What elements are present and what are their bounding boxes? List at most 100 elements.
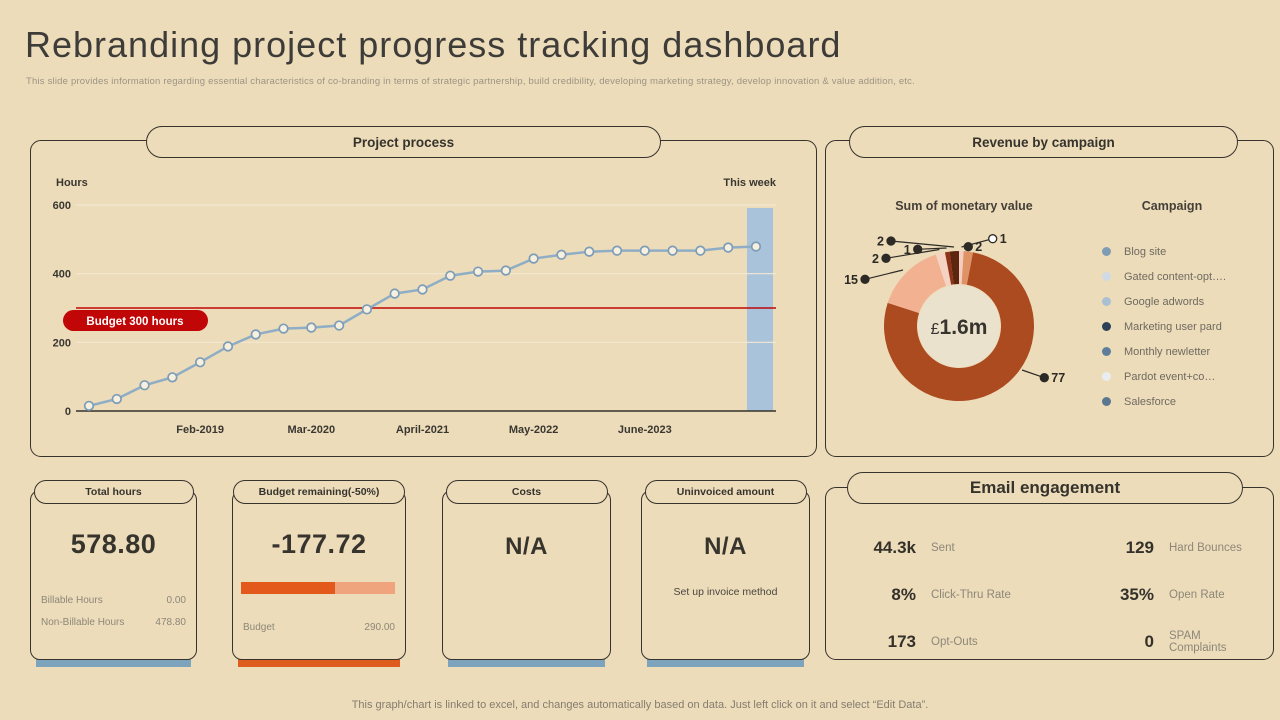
legend-item: Pardot event+co… [1102,364,1226,389]
this-week-bar [747,208,773,411]
data-point [306,322,317,333]
data-point [611,245,623,256]
data-point [250,329,261,340]
data-point [472,266,484,277]
opt-outs-label: Opt-Outs [931,635,978,648]
x-tick-label: April-2021 [396,424,449,436]
donut-segment [935,252,952,287]
data-point [83,400,95,412]
budget-remaining-card: Budget remaining(-50%) -177.72 Budget 290… [232,480,406,667]
data-point [584,246,595,257]
click-thru-rate-label: Click-Thru Rate [931,588,1011,601]
budget-progress-bar [241,582,395,594]
email-engagement-title: Email engagement [847,472,1243,504]
legend-dot-icon [1102,297,1111,306]
data-point [556,249,567,260]
y-tick-label: 600 [53,200,71,212]
legend-item: Gated content-opt…. [1102,264,1226,289]
sum-of-monetary-value-header: Sum of monetary value [895,199,1033,213]
opt-outs-value: 173 [887,631,916,651]
data-point [167,372,178,383]
legend-dot-icon [1102,247,1111,256]
data-point [723,242,734,253]
x-tick-label: Feb-2019 [176,424,224,436]
data-point [500,265,512,276]
legend-dot-icon [1102,372,1111,381]
leader-dot [963,242,973,252]
campaign-header: Campaign [1141,199,1203,213]
legend-item: Google adwords [1102,289,1226,314]
uninvoiced-amount-card-box: Uninvoiced amount N/A Set up invoice met… [641,480,810,660]
legend-dot-icon [1102,272,1111,281]
data-point [445,270,456,281]
data-point [528,253,539,264]
invoice-method-note: Set up invoice method [673,586,778,598]
data-point [750,241,762,252]
budget-pill [63,310,208,331]
segment-value-label: 15 [844,273,858,287]
donut-hole [918,285,1000,367]
budget-remaining-card-box: Budget remaining(-50%) -177.72 Budget 290… [232,480,406,660]
edit-data-note: This graph/chart is linked to excel, and… [351,699,929,711]
budget-remaining-value: -177.72 [271,529,367,559]
budget-remaining-card-title: Budget remaining(-50%) [233,480,405,504]
revenue-by-campaign-panel: Revenue by campaign Sum of monetary valu… [825,126,1274,457]
segment-value-label: 77 [1051,371,1065,385]
uninvoiced-amount-value: N/A [704,533,747,560]
y-tick-label: 400 [53,269,71,281]
uninvoiced-amount-card-title: Uninvoiced amount [644,480,807,504]
segment-value-label: 2 [872,252,879,266]
budget-row: Budget 290.00 [243,622,395,633]
segment-value-label: 1 [904,243,911,257]
card-accent-bar [36,658,191,667]
budget-pill-label: Budget 300 hours [86,316,183,328]
data-point [139,380,150,391]
leader-dot [1039,373,1049,383]
donut-segment [961,251,974,285]
total-hours-card-box: Total hours 578.80 Billable Hours 0.00 No… [30,480,197,660]
y-axis-title: Hours [56,177,88,189]
uninvoiced-amount-card: Uninvoiced amount N/A Set up invoice met… [641,480,810,667]
costs-card-box: Costs N/A [442,480,611,660]
this-week-label: This week [723,177,776,189]
leader-dot [886,236,896,246]
revenue-by-campaign-title: Revenue by campaign [849,126,1238,158]
costs-card: Costs N/A [442,480,611,667]
page-title: Rebranding project progress tracking das… [25,24,842,65]
data-point [195,357,206,368]
data-point [278,323,289,334]
leader-line [917,247,947,250]
legend-dot-icon [1102,322,1111,331]
spam-complaints-label: SPAM Complaints [1169,629,1227,654]
data-point [639,245,650,256]
total-hours-value: 578.80 [70,529,157,559]
legend-item: Monthly newletter [1102,339,1226,364]
segment-value-label: 2 [975,240,982,254]
donut-segment [949,251,959,285]
donut-segment [887,254,947,314]
x-tick-label: May-2022 [509,424,559,436]
hard-bounces-value: 129 [1125,537,1154,557]
data-point [361,304,373,315]
leader-line [885,248,940,259]
data-point [667,245,678,256]
project-process-panel: Project process Hours This week 0 200 400 6… [30,126,817,457]
card-accent-bar [448,658,605,667]
donut-center-label: £1.6m [931,316,988,339]
click-thru-rate-value: 8% [891,584,916,604]
leader-line [890,240,955,248]
segment-value-label: 2 [877,235,884,249]
open-rate-value: 35% [1119,584,1154,604]
data-point [222,341,234,352]
segment-value-label: 1 [1000,232,1007,246]
data-point [417,284,428,295]
billable-hours-row: Billable Hours 0.00 [41,595,186,606]
budget-progress-fill [241,582,335,594]
leader-dot [988,234,998,244]
legend-item: Salesforce [1102,389,1226,414]
sent-value: 44.3k [873,537,916,557]
project-progress-line-chart[interactable]: 0 200 400 600 Budget 300 hours Feb-2019 Mar-20… [31,141,816,456]
leader-dot [913,244,923,254]
